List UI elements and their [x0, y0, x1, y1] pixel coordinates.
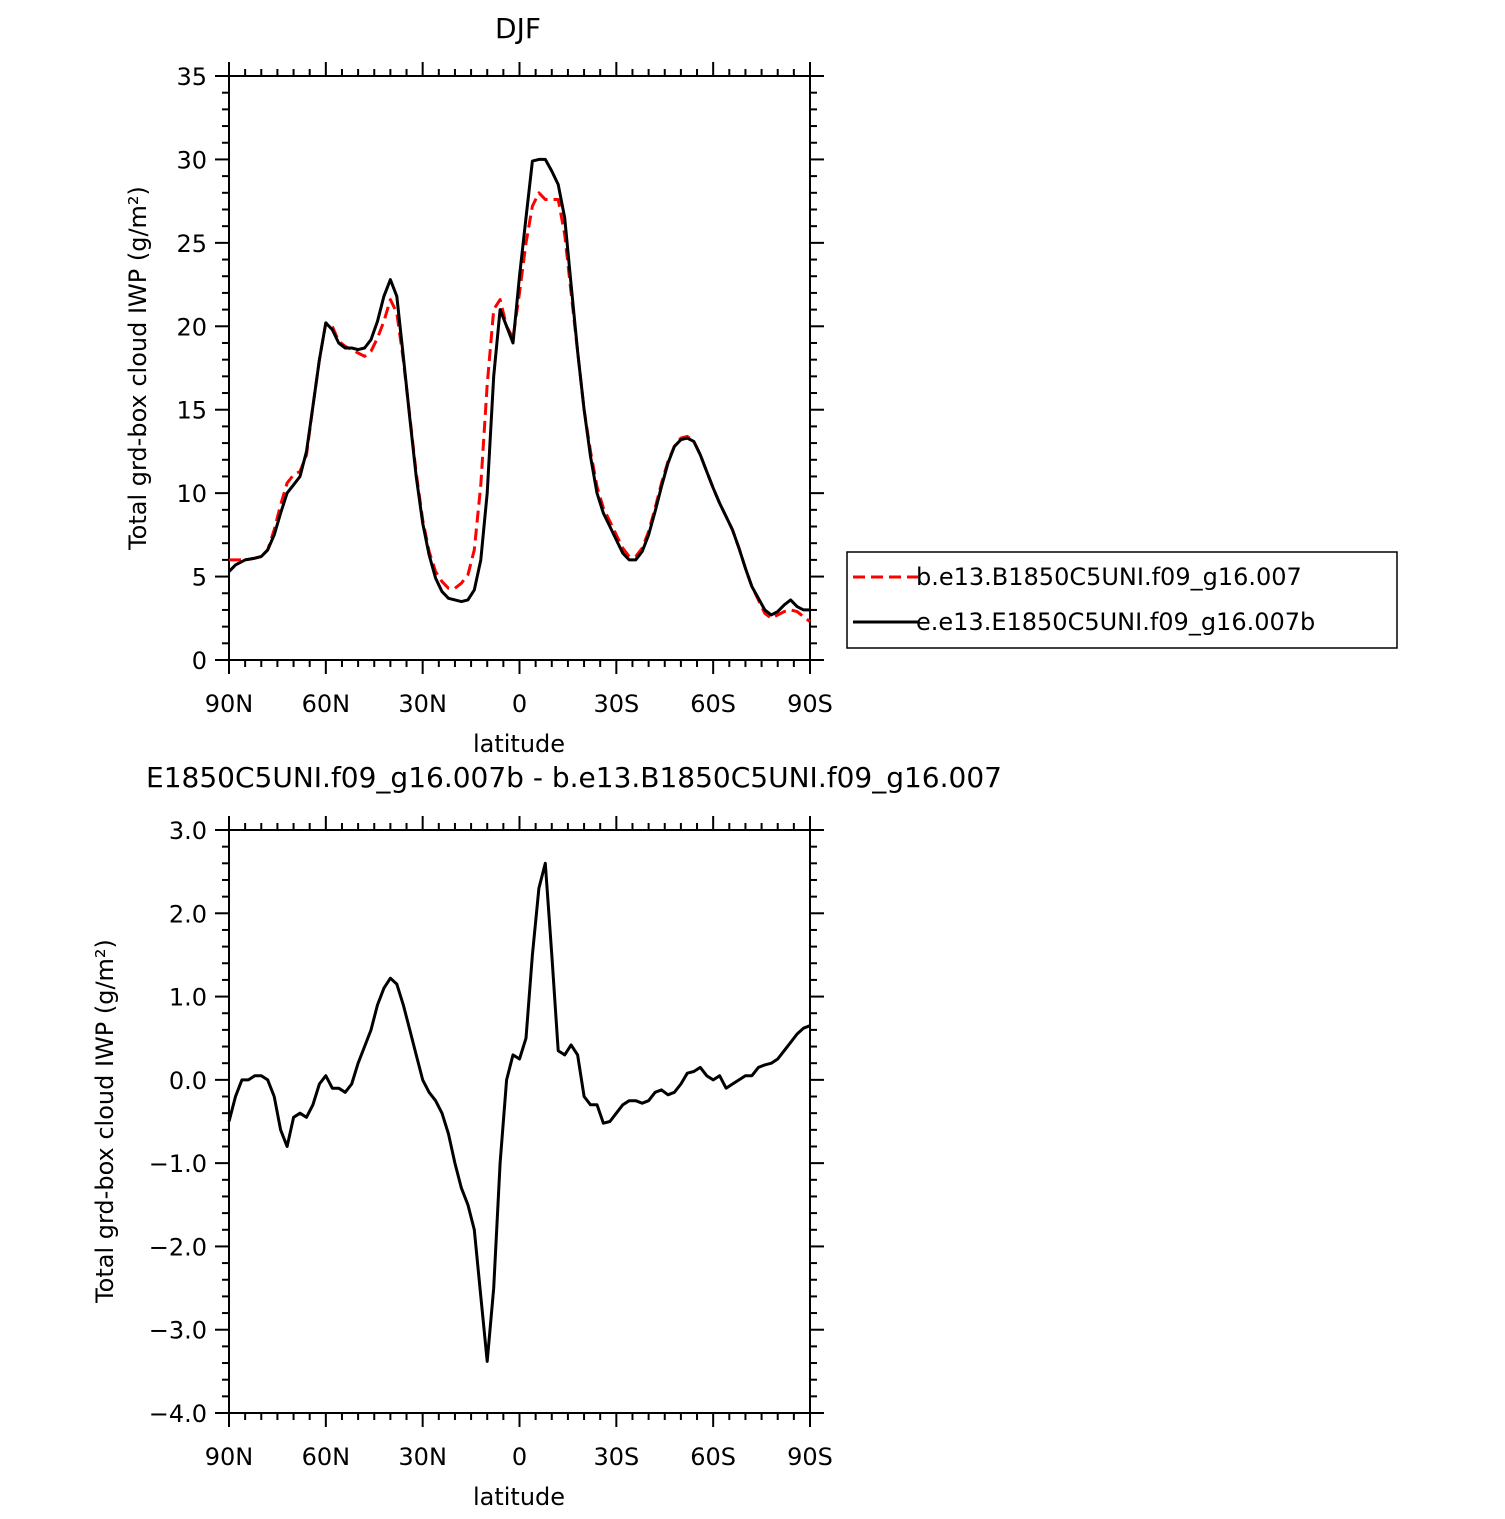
y-tick-label: 30	[176, 146, 207, 174]
x-tick-label: 60N	[302, 1443, 351, 1471]
y-tick-label: 35	[176, 63, 207, 91]
y-tick-label: 5	[192, 564, 207, 592]
x-tick-label: 0	[512, 690, 527, 718]
x-tick-label: 60S	[690, 690, 736, 718]
y-tick-label: 2.0	[169, 900, 207, 928]
bottom-y-axis-title: Total grd-box cloud IWP (g/m²)	[91, 939, 119, 1304]
y-tick-label: 15	[176, 397, 207, 425]
x-tick-label: 30S	[593, 690, 639, 718]
x-tick-label: 30N	[398, 690, 447, 718]
y-tick-label: 0	[192, 647, 207, 675]
top-series-lines	[227, 157, 811, 623]
x-tick-label: 30N	[398, 1443, 447, 1471]
x-tick-label: 30S	[593, 1443, 639, 1471]
legend-label-series-2: e.e13.E1850C5UNI.f09_g16.007b	[916, 608, 1315, 636]
y-tick-label: 1.0	[169, 984, 207, 1012]
bottom-series-lines	[227, 861, 811, 1363]
y-tick-label: 0.0	[169, 1067, 207, 1095]
y-tick-label: −3.0	[149, 1317, 207, 1345]
x-tick-label: 90S	[787, 690, 833, 718]
legend-box	[846, 551, 1398, 649]
x-tick-label: 60N	[302, 690, 351, 718]
legend: b.e13.B1850C5UNI.f09_g16.007 e.e13.E1850…	[846, 551, 1398, 649]
y-tick-label: 3.0	[169, 817, 207, 845]
bottom-tick-labels: 90N 60N 30N 0 30S 60S 90S −4.0 −3.0 −2.0 −1.0 0.0 1.…	[149, 817, 833, 1471]
top-plot-frame	[228, 75, 811, 661]
y-tick-label: −4.0	[149, 1400, 207, 1428]
x-tick-label: 60S	[690, 1443, 736, 1471]
x-tick-label: 0	[512, 1443, 527, 1471]
y-tick-label: −1.0	[149, 1150, 207, 1178]
bottom-panel: E1850C5UNI.f09_g16.007b - b.e13.B1850C5U…	[91, 761, 1002, 1511]
x-tick-label: 90N	[205, 690, 254, 718]
y-tick-label: −2.0	[149, 1233, 207, 1261]
legend-label-series-1: b.e13.B1850C5UNI.f09_g16.007	[916, 563, 1302, 591]
y-tick-label: 20	[176, 313, 207, 341]
series-line-2	[227, 157, 810, 617]
top-x-axis-title: latitude	[473, 730, 565, 758]
bottom-x-axis-title: latitude	[473, 1483, 565, 1511]
series-line-1	[227, 861, 811, 1363]
top-y-axis-title: Total grd-box cloud IWP (g/m²)	[124, 186, 152, 551]
series-line-1	[229, 191, 811, 623]
bottom-plot-frame	[228, 829, 811, 1414]
y-tick-label: 10	[176, 480, 207, 508]
x-tick-label: 90N	[205, 1443, 254, 1471]
x-tick-label: 90S	[787, 1443, 833, 1471]
top-plot-title: DJF	[495, 12, 541, 45]
top-tick-labels: 90N 60N 30N 0 30S 60S 90S 0 5 10 15 20 25 30 35	[176, 63, 832, 718]
top-ticks	[215, 62, 824, 674]
bottom-plot-title: E1850C5UNI.f09_g16.007b - b.e13.B1850C5U…	[146, 761, 1002, 794]
bottom-ticks	[215, 816, 824, 1427]
y-tick-label: 25	[176, 230, 207, 258]
top-panel: DJF 90N 60N 30N 0 30S 60S 90S 0 5 10 15 20 25 30 35 la…	[124, 12, 833, 758]
